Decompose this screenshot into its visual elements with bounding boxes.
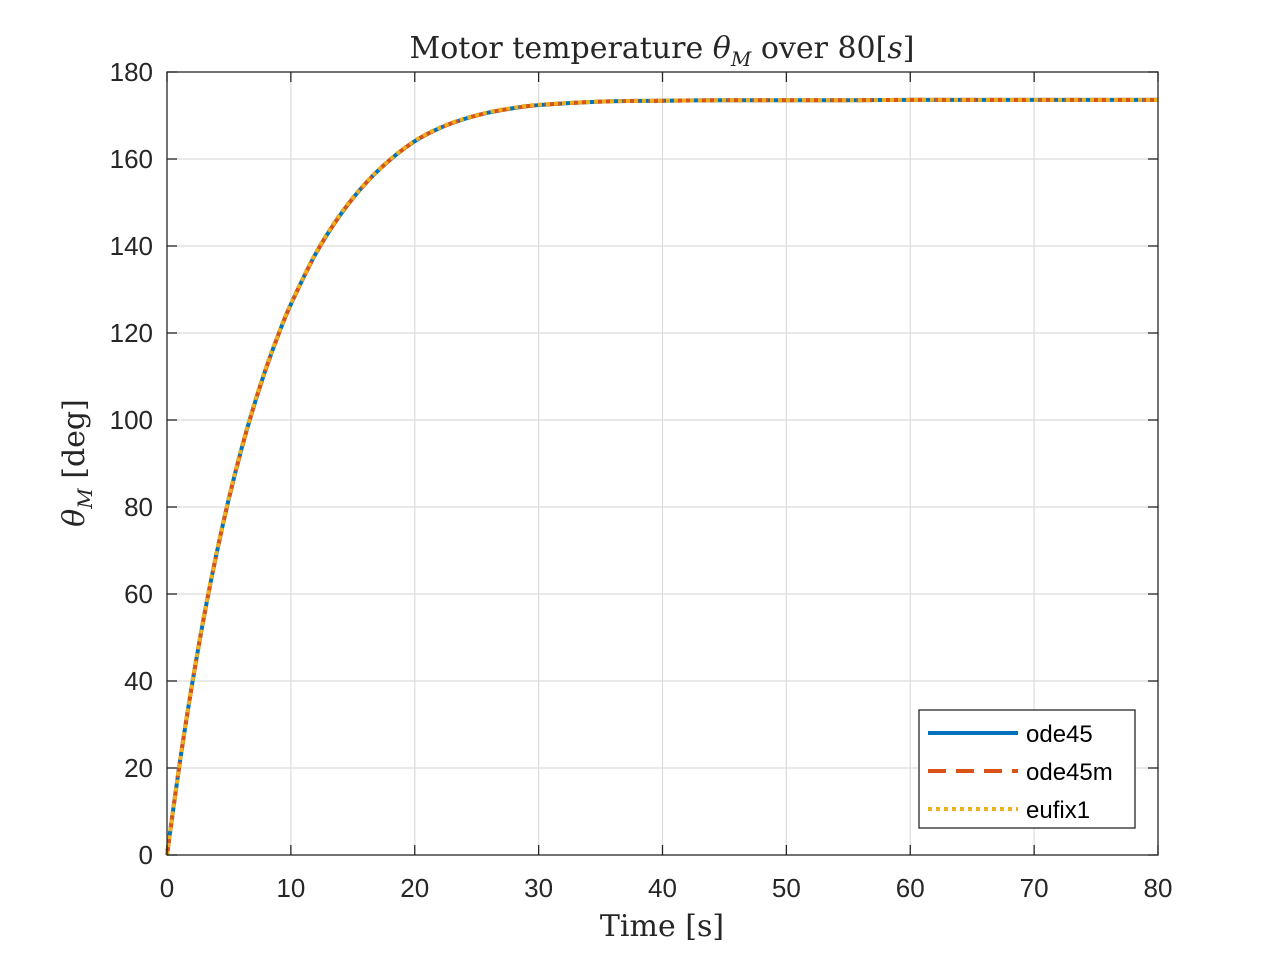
x-tick-label-40: 40 (648, 873, 677, 903)
x-tick-label-80: 80 (1144, 873, 1173, 903)
x-tick-label-0: 0 (160, 873, 174, 903)
x-axis-label: Time [s] (600, 909, 724, 944)
x-tick-label-50: 50 (772, 873, 801, 903)
legend-label-ode45m: ode45m (1026, 759, 1113, 786)
x-tick-label-10: 10 (276, 873, 305, 903)
y-tick-label-160: 160 (110, 144, 153, 174)
y-tick-label-40: 40 (124, 666, 153, 696)
legend: ode45 ode45m eufix1 (918, 709, 1136, 829)
x-tick-label-20: 20 (400, 873, 429, 903)
legend-label-eufix1: eufix1 (1026, 797, 1090, 824)
y-tick-label-60: 60 (124, 579, 153, 609)
x-tick-label-30: 30 (524, 873, 553, 903)
chart-title: Motor temperature θM over 80[s] (410, 31, 915, 71)
y-tick-label-100: 100 (110, 405, 153, 435)
x-tick-label-70: 70 (1020, 873, 1049, 903)
series-line-eufix1 (165, 97, 1158, 856)
y-tick-label-120: 120 (110, 318, 153, 348)
grid-lines (167, 72, 1158, 855)
x-tick-label-60: 60 (896, 873, 925, 903)
y-tick-label-80: 80 (124, 492, 153, 522)
y-tick-label-20: 20 (124, 753, 153, 783)
y-axis-label: θM [deg] (57, 399, 97, 527)
data-series (165, 97, 1158, 856)
y-tick-label-140: 140 (110, 231, 153, 261)
legend-box (918, 709, 1136, 829)
legend-label-ode45: ode45 (1026, 721, 1093, 748)
y-tick-label-0: 0 (139, 840, 153, 870)
axis-ticks: 0 10 20 30 40 50 60 70 80 0 20 40 60 80 100 120 140 160 18… (110, 57, 1173, 903)
y-tick-label-180: 180 (110, 57, 153, 87)
